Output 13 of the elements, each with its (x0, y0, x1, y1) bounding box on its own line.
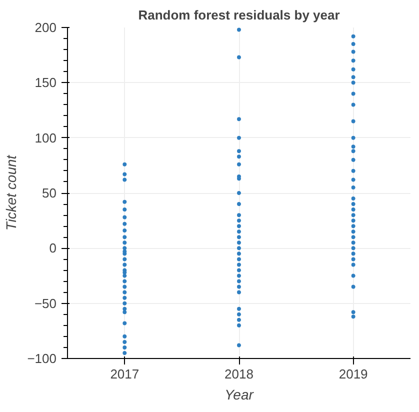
y-tick-label: −50 (34, 296, 57, 311)
x-tick-label: 2017 (110, 366, 140, 382)
x-tick-label: 2018 (224, 366, 254, 382)
x-axis-title: Year (224, 386, 255, 402)
y-axis-title: Ticket count (3, 154, 20, 231)
x-tick-label: 2019 (338, 366, 368, 382)
y-tick-label: 50 (42, 186, 57, 200)
y-tick-label: 100 (34, 130, 57, 146)
y-tick-label: 150 (34, 75, 57, 90)
y-tick-label: 0 (49, 240, 57, 256)
y-tick-label: −100 (27, 351, 57, 366)
chart-title: Random forest residuals by year (138, 8, 340, 22)
y-tick-label: 200 (34, 20, 57, 35)
